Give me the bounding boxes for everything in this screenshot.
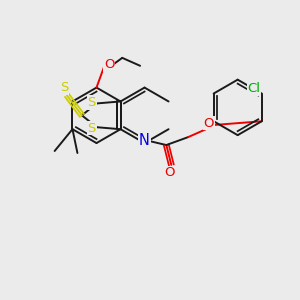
Text: O: O [164, 166, 175, 179]
Text: S: S [60, 81, 68, 94]
Text: O: O [104, 58, 115, 71]
Text: Cl: Cl [247, 82, 260, 95]
Text: N: N [139, 133, 150, 148]
Text: S: S [88, 122, 96, 135]
Text: S: S [88, 96, 96, 109]
Text: O: O [204, 117, 214, 130]
